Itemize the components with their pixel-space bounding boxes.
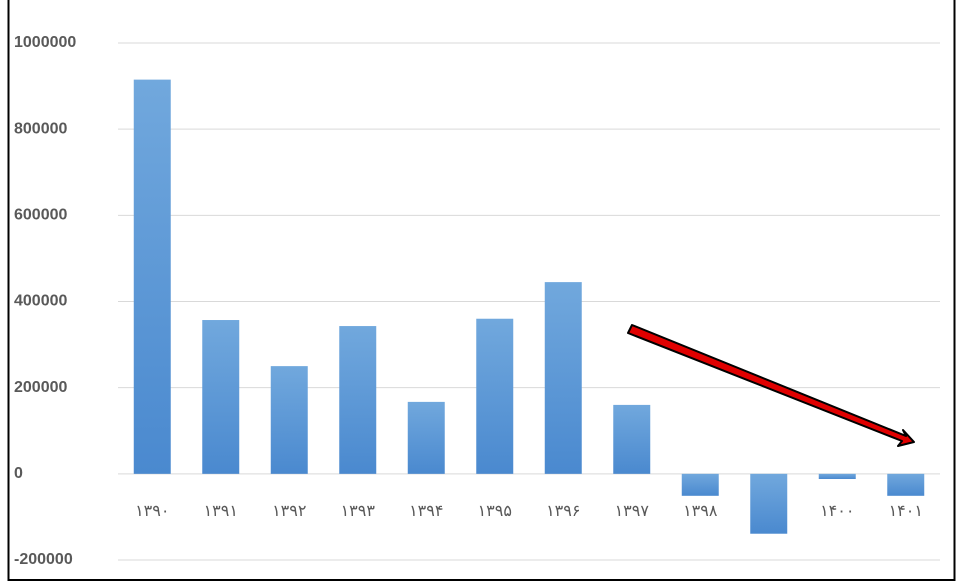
y-tick-label: 400000: [14, 293, 67, 310]
bar: [887, 473, 925, 496]
trend-arrow: [627, 324, 915, 447]
bar: [270, 366, 308, 474]
x-tick-label: ۱۳۹۰: [135, 503, 169, 520]
x-tick-label: ۱۳۹۸: [683, 503, 718, 520]
x-tick-label: ۱۴۰۰: [820, 503, 854, 520]
x-tick-label: ۱۳۹۴: [409, 503, 443, 520]
bar: [339, 326, 377, 474]
bar: [750, 473, 788, 534]
bar: [818, 473, 856, 480]
bar: [476, 318, 514, 474]
y-tick-label: 800000: [14, 120, 67, 137]
x-tick-label: ۱۳۹۱: [204, 503, 238, 520]
y-tick-label: -200000: [14, 551, 73, 568]
bar: [613, 404, 651, 474]
x-tick-label: ۱۴۰۱: [889, 503, 923, 520]
x-tick-label: ۱۳۹۶: [546, 503, 580, 520]
y-tick-label: 1000000: [14, 34, 76, 51]
bar: [681, 473, 719, 496]
y-tick-label: 600000: [14, 207, 67, 224]
bar: [202, 320, 240, 474]
x-tick-label: ۱۳۹۵: [478, 503, 512, 520]
bar: [544, 282, 582, 474]
y-tick-label: 0: [14, 465, 23, 482]
bar: [133, 79, 171, 474]
y-tick-label: 200000: [14, 379, 67, 396]
x-tick-label: ۱۳۹۲: [272, 503, 306, 520]
x-tick-label: ۱۳۹۷: [615, 503, 650, 520]
x-tick-label: ۱۳۹۳: [341, 503, 376, 520]
bar: [407, 401, 445, 474]
